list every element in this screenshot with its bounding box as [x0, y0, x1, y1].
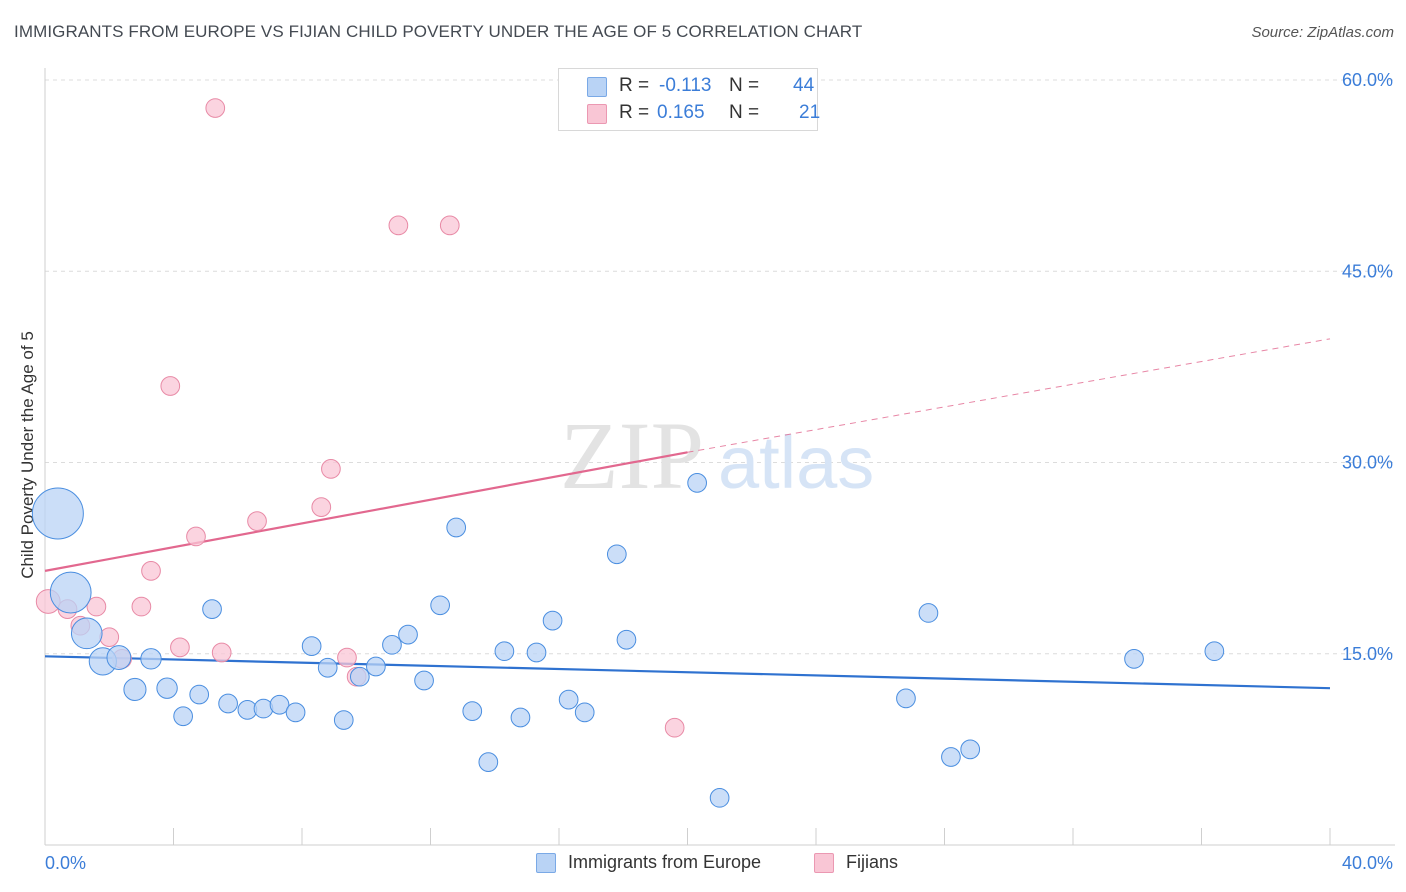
- legend-swatch-europe: [587, 77, 607, 97]
- point-europe: [140, 648, 162, 670]
- watermark-atlas: atlas: [718, 421, 874, 504]
- legend-label-fijians: Fijians: [846, 852, 899, 872]
- point-europe: [414, 670, 434, 691]
- y-tick-label: 45.0%: [1342, 261, 1393, 281]
- trend-lines: [44, 338, 1331, 690]
- legend-n-value: 21: [799, 102, 821, 123]
- gridlines: [45, 79, 1395, 655]
- watermark: ZIP atlas: [560, 402, 874, 509]
- point-europe: [430, 595, 450, 616]
- point-europe: [462, 701, 483, 721]
- point-fijians: [160, 376, 181, 396]
- point-europe: [269, 694, 290, 715]
- point-fijians: [141, 561, 161, 581]
- point-europe: [317, 657, 338, 678]
- point-europe: [687, 473, 707, 493]
- legend-r-value: 0.165: [657, 102, 705, 123]
- point-europe: [558, 689, 579, 710]
- point-europe: [478, 752, 499, 772]
- axes: [44, 68, 1395, 846]
- point-europe: [446, 517, 467, 538]
- point-europe: [156, 677, 178, 699]
- point-europe: [333, 710, 354, 730]
- x-tick-label: 40.0%: [1342, 853, 1393, 873]
- point-europe: [253, 698, 274, 719]
- data-points: [31, 98, 1225, 808]
- point-europe: [542, 610, 563, 631]
- legend-r-value: -0.113: [659, 75, 712, 96]
- legend-r-label: R =: [619, 102, 650, 123]
- y-tick-label: 30.0%: [1342, 453, 1393, 473]
- point-fijians: [186, 526, 206, 547]
- x-tick-label: 0.0%: [45, 853, 86, 873]
- point-europe: [896, 688, 916, 709]
- point-europe: [31, 487, 84, 540]
- point-fijians: [337, 647, 357, 668]
- point-europe: [173, 706, 193, 727]
- point-europe: [960, 739, 981, 760]
- tick-labels: 15.0% 30.0% 45.0% 60.0% 0.0% 40.0%: [45, 70, 1393, 873]
- point-fijians: [388, 215, 409, 236]
- point-fijians: [211, 642, 232, 663]
- point-europe: [494, 641, 515, 662]
- point-fijians: [170, 637, 190, 658]
- point-fijians: [205, 98, 226, 118]
- legend-swatch-europe: [536, 853, 556, 873]
- legend-n-label: N =: [729, 75, 760, 96]
- legend-swatch-fijians: [587, 104, 607, 124]
- legend-label-europe: Immigrants from Europe: [568, 852, 762, 872]
- trend-line-fijians-extrapolated: [687, 338, 1331, 453]
- y-tick-label: 60.0%: [1342, 70, 1393, 90]
- point-europe: [123, 677, 147, 702]
- point-europe: [398, 624, 418, 645]
- point-fijians: [86, 596, 107, 617]
- y-tick-label: 15.0%: [1342, 644, 1393, 664]
- point-europe: [574, 702, 595, 723]
- point-europe: [918, 603, 939, 623]
- watermark-zip: ZIP: [560, 402, 704, 509]
- trend-line-fijians: [44, 451, 688, 572]
- point-fijians: [131, 596, 152, 617]
- point-europe: [189, 684, 210, 705]
- point-europe: [106, 645, 132, 670]
- point-europe: [49, 571, 92, 614]
- legend-r-label: R =: [619, 75, 650, 96]
- legend-n-label: N =: [729, 102, 760, 123]
- point-europe: [202, 599, 222, 619]
- point-europe: [606, 544, 627, 565]
- point-europe: [709, 787, 730, 808]
- point-fijians: [439, 215, 460, 236]
- point-europe: [1204, 641, 1225, 662]
- correlation-legend: R = -0.113 N = 44 R = 0.165 N = 21: [558, 68, 821, 131]
- point-europe: [616, 629, 637, 650]
- source-note: Source: ZipAtlas.com: [1251, 24, 1394, 41]
- point-fijians: [311, 497, 332, 517]
- point-europe: [510, 707, 531, 728]
- point-europe: [349, 666, 370, 687]
- point-europe: [526, 642, 547, 663]
- point-europe: [285, 702, 306, 723]
- point-europe: [301, 636, 322, 656]
- point-fijians: [664, 717, 685, 738]
- point-europe: [366, 656, 386, 677]
- point-europe: [382, 634, 402, 655]
- trend-line-europe: [44, 655, 1331, 690]
- point-europe: [1124, 649, 1144, 669]
- point-fijians: [321, 459, 341, 479]
- legend-swatch-fijians: [814, 853, 834, 873]
- legend-n-value: 44: [793, 75, 815, 96]
- point-europe: [941, 747, 961, 767]
- chart-title: IMMIGRANTS FROM EUROPE VS FIJIAN CHILD P…: [14, 22, 863, 41]
- point-fijians: [247, 511, 267, 532]
- point-europe: [70, 617, 103, 650]
- point-fijians: [99, 627, 120, 648]
- point-europe: [218, 693, 238, 714]
